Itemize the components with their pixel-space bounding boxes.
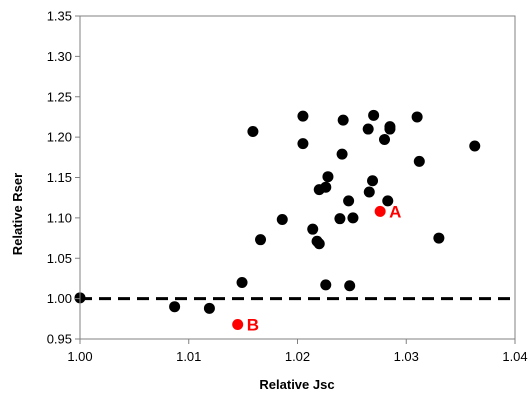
y-tick-label: 1.35 bbox=[47, 9, 72, 24]
data-point bbox=[313, 238, 325, 250]
annotation-layer: AB bbox=[247, 202, 402, 334]
y-tick-label: 0.95 bbox=[47, 332, 72, 347]
data-point bbox=[255, 234, 267, 246]
y-tick-label: 1.10 bbox=[47, 210, 72, 225]
data-point bbox=[367, 175, 379, 187]
data-point bbox=[297, 110, 309, 122]
y-axis-title: Relative Rser bbox=[10, 173, 25, 255]
data-point bbox=[433, 232, 445, 244]
x-tick-label: 1.02 bbox=[285, 349, 310, 364]
axes bbox=[75, 15, 516, 344]
data-point bbox=[203, 302, 215, 314]
data-point bbox=[297, 138, 309, 150]
data-point bbox=[343, 195, 355, 207]
data-point bbox=[336, 148, 348, 160]
data-point bbox=[382, 195, 394, 207]
data-point bbox=[320, 181, 332, 193]
data-point bbox=[368, 109, 380, 121]
data-point bbox=[344, 280, 356, 292]
x-tick-label: 1.03 bbox=[394, 349, 419, 364]
data-point bbox=[384, 123, 396, 135]
x-axis-title: Relative Jsc bbox=[259, 377, 334, 392]
data-point bbox=[169, 301, 181, 313]
x-tick-label: 1.01 bbox=[176, 349, 201, 364]
data-point bbox=[411, 111, 423, 123]
data-point bbox=[247, 125, 259, 137]
y-tick-label: 1.30 bbox=[47, 49, 72, 64]
data-point bbox=[347, 212, 359, 224]
data-point bbox=[236, 276, 248, 288]
y-tick-label: 1.00 bbox=[47, 291, 72, 306]
data-point bbox=[276, 213, 288, 225]
plot-area-frame bbox=[79, 15, 516, 340]
y-tick-label: 1.05 bbox=[47, 251, 72, 266]
point-label-b: B bbox=[247, 315, 259, 334]
point-label-a: A bbox=[389, 202, 401, 221]
y-tick-label: 1.20 bbox=[47, 130, 72, 145]
data-points-layer bbox=[74, 109, 481, 330]
highlight-point-a bbox=[374, 205, 386, 217]
data-point bbox=[413, 155, 425, 167]
data-point bbox=[379, 134, 390, 146]
data-point bbox=[363, 186, 375, 198]
data-point bbox=[362, 123, 374, 135]
data-point bbox=[322, 171, 334, 183]
x-tick-label: 1.00 bbox=[67, 349, 92, 364]
data-point bbox=[469, 140, 481, 152]
tick-labels: 0.95 1.00 1.05 1.10 1.15 1.20 1.25 1.30 1.35 1.00… bbox=[47, 9, 528, 365]
data-point bbox=[320, 279, 332, 291]
highlight-point-b bbox=[232, 318, 244, 330]
y-tick-label: 1.15 bbox=[47, 170, 72, 185]
data-point bbox=[337, 114, 349, 126]
y-tick-label: 1.25 bbox=[47, 89, 72, 104]
data-point bbox=[334, 213, 346, 225]
data-point bbox=[307, 223, 319, 235]
x-tick-label: 1.04 bbox=[502, 349, 527, 364]
